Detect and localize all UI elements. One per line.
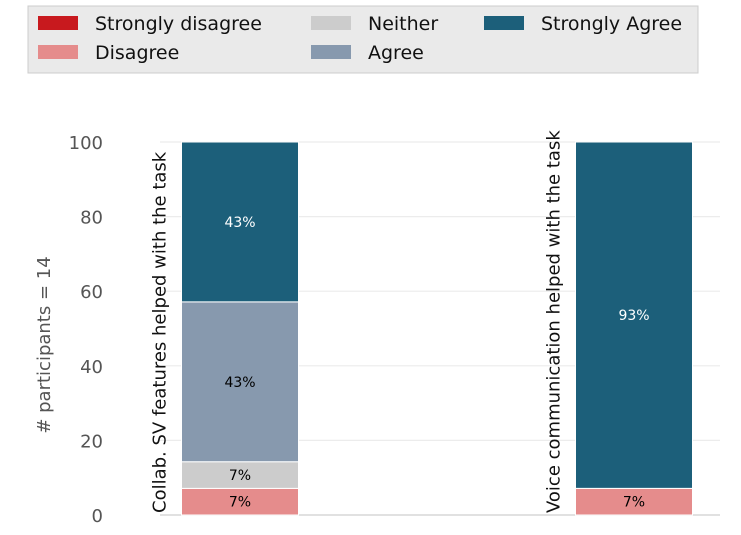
y-tick-label: 100 bbox=[69, 133, 103, 154]
bar-segment-disagree bbox=[575, 487, 693, 516]
bar-segment-disagree bbox=[181, 487, 299, 516]
y-tick-label: 40 bbox=[80, 357, 103, 378]
legend-swatch-strongly-agree bbox=[484, 16, 524, 30]
legend-swatch-strongly-disagree bbox=[38, 16, 78, 30]
bar-segment-neither bbox=[181, 461, 299, 489]
legend-label: Strongly Agree bbox=[541, 13, 682, 35]
legend-swatch-neither bbox=[311, 16, 351, 30]
y-tick-label: 20 bbox=[80, 431, 103, 452]
data-label: 93% bbox=[618, 308, 649, 324]
legend: Strongly disagree Disagree Neither Agree Str… bbox=[38, 13, 682, 64]
bar-segment-strongly-agree bbox=[181, 141, 299, 303]
y-tick-label: 60 bbox=[80, 282, 103, 303]
legend-box bbox=[27, 5, 699, 74]
legend-label: Disagree bbox=[95, 42, 179, 64]
bar-segment-strongly-agree bbox=[575, 141, 693, 489]
y-tick-label: 0 bbox=[92, 506, 103, 527]
category-label: Voice communication helped with the task bbox=[544, 130, 565, 513]
category-labels: Collab. SV features helped with the task… bbox=[150, 130, 565, 513]
legend-swatch-disagree bbox=[38, 45, 78, 59]
category-label: Collab. SV features helped with the task bbox=[150, 151, 171, 513]
legend-swatch-agree bbox=[311, 45, 351, 59]
bar-segment-agree bbox=[181, 301, 299, 463]
data-label: 7% bbox=[229, 495, 251, 511]
bars: 7% 7% 43% 43% 7% 93% bbox=[181, 141, 693, 516]
y-axis-ticks: 0 20 40 60 80 100 bbox=[69, 133, 103, 527]
data-label: 7% bbox=[229, 468, 251, 484]
data-label: 7% bbox=[623, 495, 645, 511]
legend-label: Neither bbox=[368, 13, 438, 35]
y-tick-label: 80 bbox=[80, 208, 103, 229]
data-label: 43% bbox=[224, 375, 255, 391]
legend-label: Strongly disagree bbox=[95, 13, 262, 35]
y-axis-label: # participants = 14 bbox=[34, 256, 55, 433]
data-label: 43% bbox=[224, 215, 255, 231]
legend-label: Agree bbox=[368, 42, 424, 64]
